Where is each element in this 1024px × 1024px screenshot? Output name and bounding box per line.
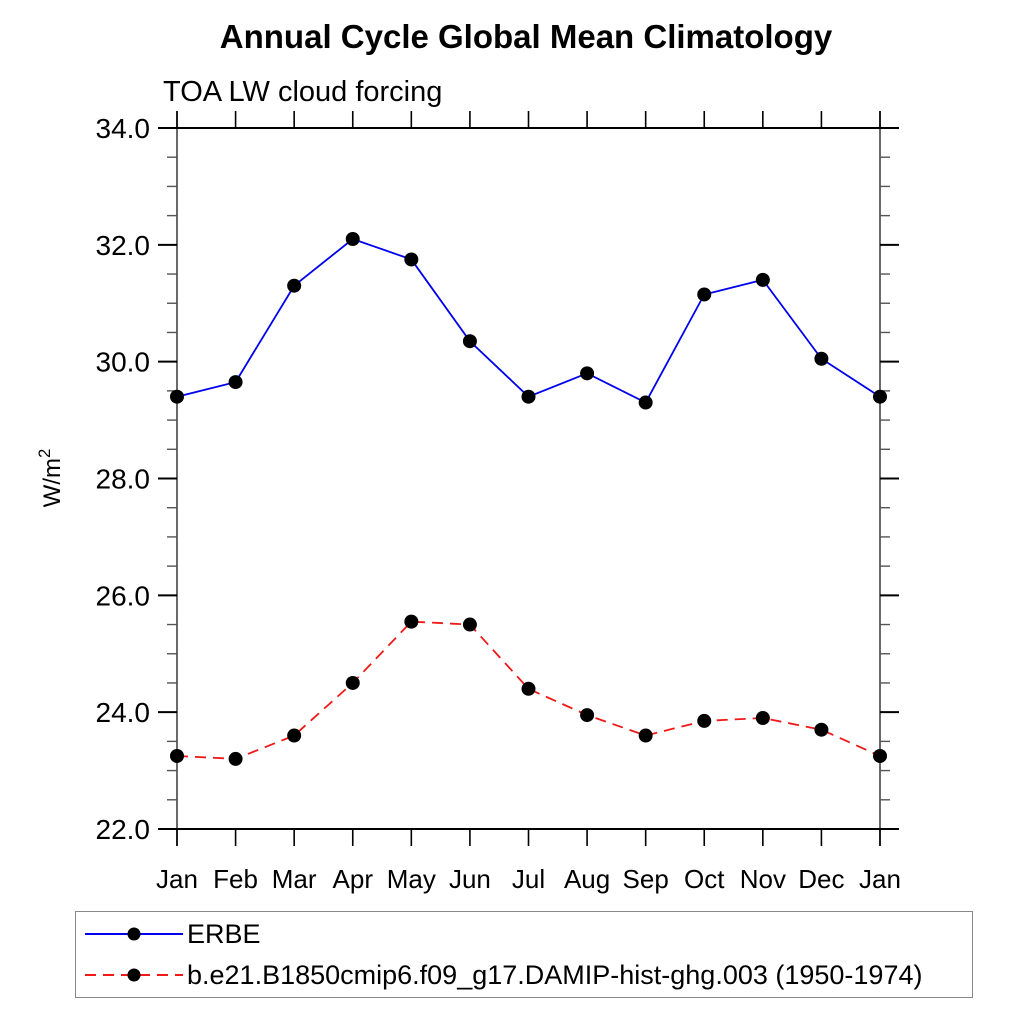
data-point-marker <box>228 375 243 390</box>
data-point-marker <box>170 748 184 763</box>
x-tick-label: Jan <box>859 864 901 894</box>
legend: ERBE b.e21.B1850cmip6.f09_g17.DAMIP-hist… <box>75 911 973 998</box>
x-tick-label: Mar <box>272 864 317 894</box>
x-tick-label: Oct <box>684 864 725 894</box>
data-point-marker <box>404 614 419 629</box>
legend-item-erbe: ERBE <box>76 917 972 951</box>
chart-subtitle: TOA LW cloud forcing <box>163 76 443 108</box>
data-point-marker <box>755 711 770 726</box>
data-point-marker <box>521 681 536 696</box>
data-point-marker <box>755 272 770 287</box>
data-point-marker <box>873 389 887 404</box>
y-tick-label: 32.0 <box>96 230 151 261</box>
data-point-marker <box>287 728 302 743</box>
data-point-marker <box>462 617 477 632</box>
x-tick-label: Feb <box>213 864 258 894</box>
x-tick-label: Nov <box>740 864 786 894</box>
data-point-marker <box>287 278 302 293</box>
data-point-marker <box>521 389 536 404</box>
data-point-marker <box>345 231 360 246</box>
data-point-marker <box>638 728 653 743</box>
y-axis-title: W/m2 <box>35 449 66 508</box>
chart-title: Annual Cycle Global Mean Climatology <box>219 18 833 55</box>
data-point-marker <box>228 751 243 766</box>
data-point-marker <box>638 395 653 410</box>
y-tick-label: 26.0 <box>96 580 151 611</box>
y-tick-label: 24.0 <box>96 697 151 728</box>
x-tick-label: Apr <box>333 864 374 894</box>
y-tick-label: 22.0 <box>96 814 151 845</box>
y-tick-label: 30.0 <box>96 347 151 378</box>
y-tick-label: 28.0 <box>96 464 151 495</box>
x-tick-label: Jan <box>156 864 198 894</box>
data-point-marker <box>814 351 829 366</box>
model-line-sample-icon <box>85 968 183 982</box>
data-point-marker <box>697 713 712 728</box>
legend-label-erbe: ERBE <box>187 918 261 949</box>
legend-label-model: b.e21.B1850cmip6.f09_g17.DAMIP-hist-ghg.… <box>187 959 923 990</box>
data-point-marker <box>697 287 712 302</box>
data-point-marker <box>814 722 829 737</box>
data-point-marker <box>580 366 595 381</box>
data-point-marker <box>404 252 419 267</box>
x-tick-label: Aug <box>564 864 610 894</box>
data-point-marker <box>170 389 184 404</box>
legend-item-model: b.e21.B1850cmip6.f09_g17.DAMIP-hist-ghg.… <box>76 958 972 992</box>
x-tick-label: Jul <box>512 864 545 894</box>
series-line-erbe <box>176 237 881 404</box>
data-point-marker <box>873 748 887 763</box>
x-tick-label: Dec <box>798 864 844 894</box>
x-tick-label: Sep <box>623 864 669 894</box>
erbe-line-sample-icon <box>85 927 183 941</box>
x-tick-label: Jun <box>449 864 491 894</box>
x-tick-label: May <box>387 864 436 894</box>
y-tick-label: 34.0 <box>96 113 151 144</box>
data-point-marker <box>580 708 595 723</box>
data-point-marker <box>345 675 360 690</box>
data-point-marker <box>462 334 477 349</box>
